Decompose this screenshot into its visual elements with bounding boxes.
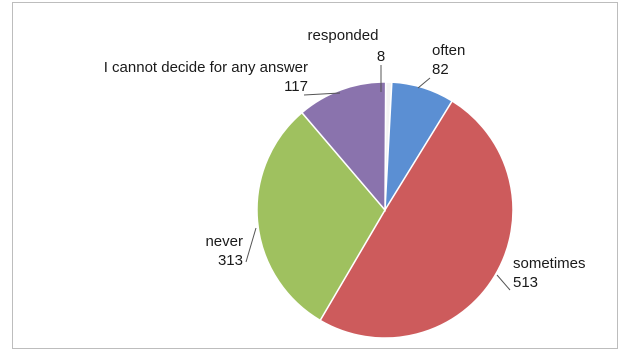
slice-value: 513 [513,274,538,291]
leader-line [245,227,257,263]
pie-slice-never [256,111,386,322]
slice-value: 8 [377,48,385,65]
slice-label: never [205,233,243,250]
leader-line [303,92,341,96]
leader-line [496,274,511,291]
slice-label: often [432,42,465,59]
slice-value: 117 [284,78,308,95]
slice-value: 313 [218,252,243,269]
pie-slice-sometimes [319,100,514,339]
slice-value: 82 [432,61,449,78]
slice-label: sometimes [513,255,586,272]
leader-line [417,77,431,89]
slice-label: responded [308,27,379,44]
slice-label: I cannot decide for any answer [104,59,308,76]
pie-slice-i-cannot-decide-for-any-answer [300,81,387,213]
